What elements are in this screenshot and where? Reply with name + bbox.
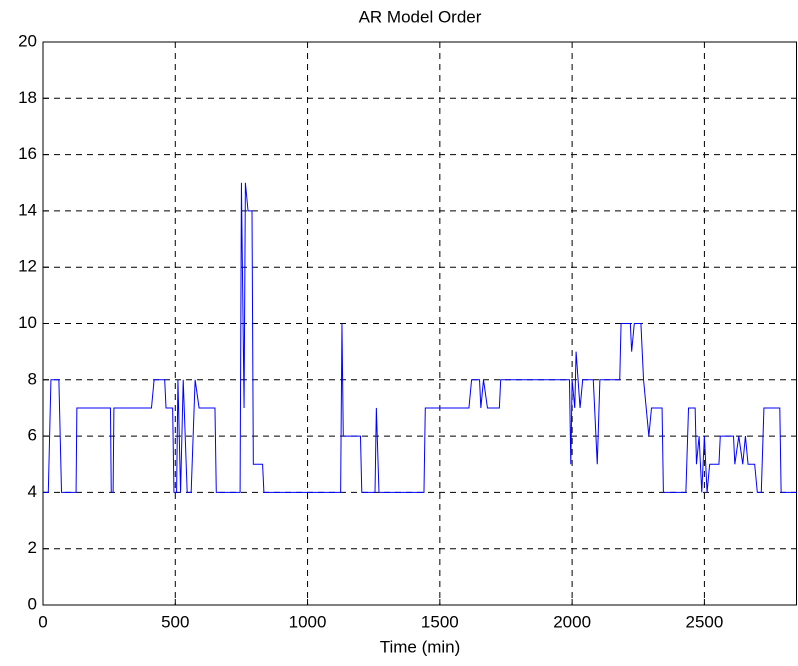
y-tick-label: 12: [18, 257, 37, 276]
y-tick-label: 0: [28, 594, 37, 613]
y-tick-label: 10: [18, 313, 37, 332]
x-tick-label: 0: [38, 612, 47, 631]
y-tick-label: 20: [18, 31, 37, 50]
y-tick-label: 2: [28, 538, 37, 557]
x-axis-label: Time (min): [380, 637, 461, 656]
y-tick-label: 18: [18, 88, 37, 107]
x-tick-label: 500: [161, 612, 189, 631]
y-tick-label: 14: [18, 200, 37, 219]
x-tick-label: 1000: [289, 612, 327, 631]
y-tick-label: 16: [18, 144, 37, 163]
y-tick-label: 6: [28, 426, 37, 445]
x-tick-label: 2500: [685, 612, 723, 631]
y-tick-label: 8: [28, 369, 37, 388]
chart-title: AR Model Order: [359, 7, 482, 26]
data-line: [43, 182, 797, 493]
y-tick-label: 4: [28, 482, 37, 501]
x-tick-label: 2000: [553, 612, 591, 631]
axes-box: [42, 41, 797, 606]
x-tick-label: 1500: [421, 612, 459, 631]
